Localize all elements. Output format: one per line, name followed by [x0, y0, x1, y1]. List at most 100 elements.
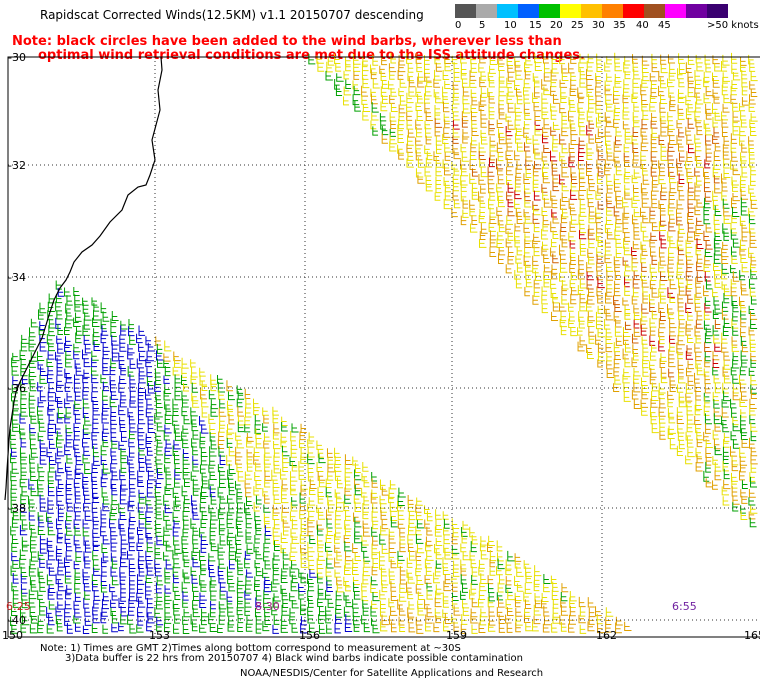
wind-barb: [65, 437, 73, 448]
wind-barb: [379, 606, 388, 617]
wind-barb: [569, 221, 577, 232]
wind-barb: [307, 573, 314, 585]
wind-barb: [532, 255, 539, 266]
wind-barb: [739, 103, 746, 112]
wind-barb: [730, 160, 738, 170]
wind-barb: [632, 344, 639, 354]
wind-barb: [561, 69, 569, 81]
wind-barb: [300, 572, 307, 584]
wind-barb: [659, 102, 666, 113]
wind-barb: [317, 471, 326, 481]
wind-barb: [677, 230, 684, 242]
wind-barb: [300, 544, 308, 554]
wind-barb: [282, 560, 289, 570]
wind-barb: [237, 623, 244, 633]
wind-barb: [226, 591, 233, 602]
wind-barb: [658, 302, 665, 313]
wind-barb: [479, 614, 487, 626]
wind-barb: [561, 238, 568, 248]
wind-barb: [533, 86, 540, 98]
wind-barb: [739, 296, 745, 306]
wind-barb: [543, 63, 551, 74]
wind-barb: [586, 167, 593, 177]
wind-barb: [489, 558, 496, 568]
wind-barb: [192, 583, 199, 592]
wind-barb: [173, 424, 180, 434]
wind-barb: [372, 503, 378, 513]
wind-barb: [244, 605, 251, 616]
wind-barb: [93, 302, 100, 312]
wind-barb: [237, 614, 244, 624]
wind-barb: [155, 526, 163, 537]
wind-barb: [110, 406, 117, 417]
wind-barb: [686, 168, 694, 177]
wind-barb: [74, 582, 81, 594]
wind-barb: [570, 167, 577, 178]
wind-barb: [66, 295, 73, 306]
wind-barb: [739, 270, 746, 281]
wind-barb: [181, 390, 189, 401]
wind-barb: [388, 80, 395, 90]
wind-barb: [587, 174, 596, 185]
wind-barb: [48, 456, 56, 466]
scale-label: 40: [636, 20, 649, 31]
wind-barb: [524, 69, 531, 80]
wind-barb: [182, 616, 189, 625]
wind-barb: [64, 382, 71, 392]
wind-barb: [543, 253, 551, 264]
wind-barb: [19, 607, 27, 618]
wind-barb: [704, 351, 711, 362]
wind-barb: [651, 255, 658, 265]
wind-barb: [181, 485, 188, 497]
wind-barb: [533, 233, 541, 242]
wind-barb: [380, 621, 388, 632]
wind-barb: [147, 422, 155, 434]
wind-barb: [649, 238, 656, 248]
wind-barb: [434, 105, 441, 114]
wind-barb: [658, 134, 665, 146]
wind-barb: [595, 319, 603, 330]
wind-barb: [388, 63, 397, 73]
wind-barb: [713, 296, 720, 306]
wind-barb: [705, 423, 711, 434]
wind-barb: [714, 270, 721, 280]
wind-barb: [381, 125, 389, 136]
wind-barb: [111, 351, 119, 362]
wind-barb: [425, 622, 432, 632]
wind-barb: [686, 345, 693, 354]
wind-barb: [289, 456, 297, 466]
wind-barb: [191, 495, 198, 506]
wind-barb: [559, 302, 567, 312]
wind-barb: [38, 471, 45, 482]
wind-barb: [452, 190, 459, 201]
wind-barb: [570, 327, 578, 337]
wind-barb: [748, 54, 755, 65]
wind-barb: [407, 73, 414, 82]
wind-barb: [226, 566, 234, 577]
wind-barb: [471, 215, 478, 226]
wind-barb: [615, 616, 623, 626]
wind-barb: [525, 167, 532, 178]
wind-barb: [677, 255, 685, 265]
wind-barb: [750, 254, 757, 266]
wind-barb: [48, 600, 56, 610]
wind-barb: [658, 200, 666, 210]
wind-barb: [695, 143, 702, 152]
wind-barb: [596, 247, 604, 257]
wind-barb: [739, 247, 746, 256]
scale-swatch: [581, 4, 602, 18]
wind-barb: [415, 533, 424, 544]
wind-barb: [678, 396, 686, 408]
wind-barb: [210, 374, 218, 385]
wind-barb: [633, 367, 641, 377]
wind-barb: [685, 455, 693, 465]
wind-barb: [515, 622, 521, 633]
wind-barb: [137, 413, 146, 425]
wind-barb: [119, 469, 126, 481]
wind-barb: [191, 392, 199, 402]
wind-barb: [399, 566, 406, 576]
wind-barb: [316, 55, 324, 64]
wind-barb: [255, 549, 263, 560]
wind-barb: [119, 495, 128, 505]
wind-barb: [282, 519, 290, 528]
